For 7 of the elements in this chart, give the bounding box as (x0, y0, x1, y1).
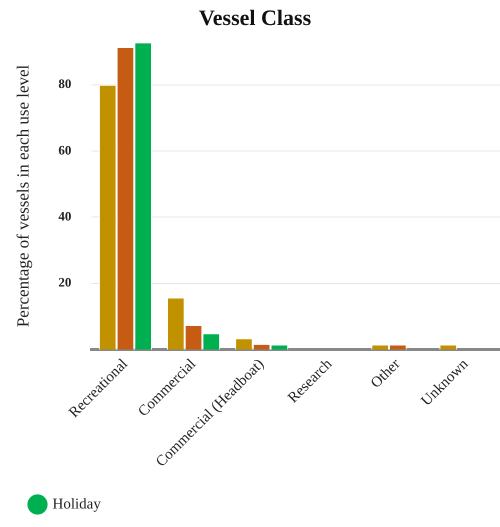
y-tick-label: 80 (58, 76, 72, 92)
y-tick-label: 60 (58, 142, 72, 158)
y-tick-label: 20 (58, 274, 72, 290)
chart-title: Vessel Class (198, 4, 312, 30)
y-axis-title: Percentage of vessels in each use level (14, 64, 33, 328)
legend-label: Holiday (52, 496, 102, 512)
y-tick-label: 40 (58, 208, 72, 224)
